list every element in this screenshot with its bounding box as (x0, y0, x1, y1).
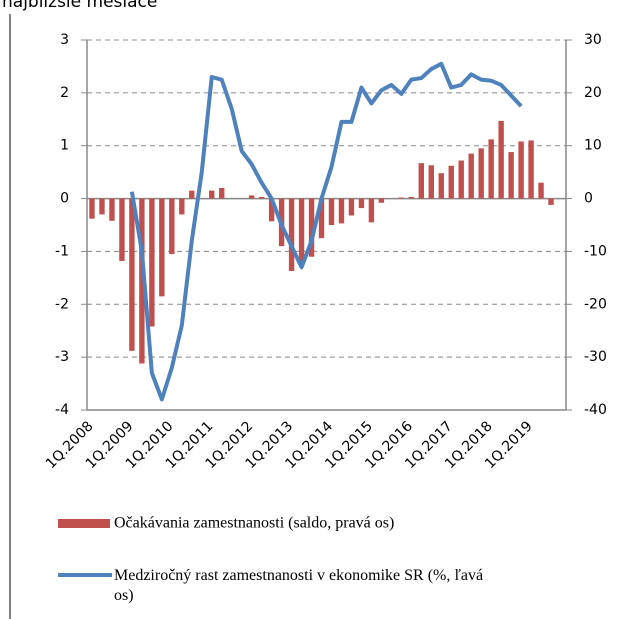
y2-tick-label: 20 (584, 85, 602, 101)
legend-swatch (58, 519, 110, 528)
bar (159, 198, 165, 297)
bar (398, 197, 405, 199)
y2-tick-label: 10 (584, 138, 602, 154)
bar (129, 198, 135, 351)
bar (448, 165, 454, 199)
bar (488, 139, 494, 199)
y2-tick-label: 0 (584, 191, 593, 207)
bar (268, 198, 275, 222)
y2-tick-label: 30 (584, 32, 602, 48)
bar (478, 148, 484, 199)
y2-tick-label: -40 (584, 402, 607, 418)
y-tick-label: 1 (60, 138, 69, 154)
y2-tick-label: -10 (584, 243, 607, 259)
bar (458, 160, 464, 199)
y2-tick-label: -30 (584, 349, 607, 365)
y-tick-label: 2 (60, 85, 69, 101)
bar (149, 198, 155, 327)
bar (428, 165, 434, 199)
bar (109, 198, 115, 221)
y-tick-label: -1 (55, 243, 69, 259)
bar (169, 198, 175, 255)
bar (179, 198, 185, 215)
legend-label: Očakávania zamestnanosti (saldo, pravá o… (114, 515, 394, 532)
bar (438, 173, 444, 199)
bar (119, 198, 125, 261)
bar (508, 152, 514, 199)
bar (139, 198, 145, 364)
bar (408, 196, 415, 199)
y-tick-label: -2 (55, 296, 69, 312)
legend-label: Medziročný rast zamestnanosti v ekonomik… (114, 567, 483, 604)
bar (99, 198, 105, 215)
y-tick-label: 0 (60, 191, 69, 207)
bar (308, 198, 315, 257)
bar (538, 182, 544, 199)
chart-title: najbližšie mesiace (2, 0, 157, 12)
bar (368, 198, 375, 223)
bar (548, 198, 554, 205)
y2-tick-label: -20 (584, 296, 607, 312)
bar (338, 198, 345, 224)
bar (348, 198, 355, 216)
bar (248, 195, 255, 199)
y-tick-label: -3 (55, 349, 69, 365)
bar (528, 140, 534, 199)
bar (498, 120, 504, 199)
bar (518, 141, 524, 199)
bar (468, 153, 474, 199)
bar (189, 190, 195, 199)
bar (209, 190, 215, 199)
bar (298, 198, 305, 262)
bar (318, 198, 325, 239)
bar (258, 196, 265, 199)
bar (358, 198, 365, 209)
line (129, 61, 523, 402)
bar (288, 198, 295, 271)
y-tick-label: 3 (60, 32, 69, 48)
bar (378, 198, 385, 203)
bar (89, 198, 95, 219)
y-tick-label: -4 (55, 402, 69, 418)
bar (418, 163, 424, 199)
bar (328, 198, 335, 225)
bar (219, 188, 225, 199)
